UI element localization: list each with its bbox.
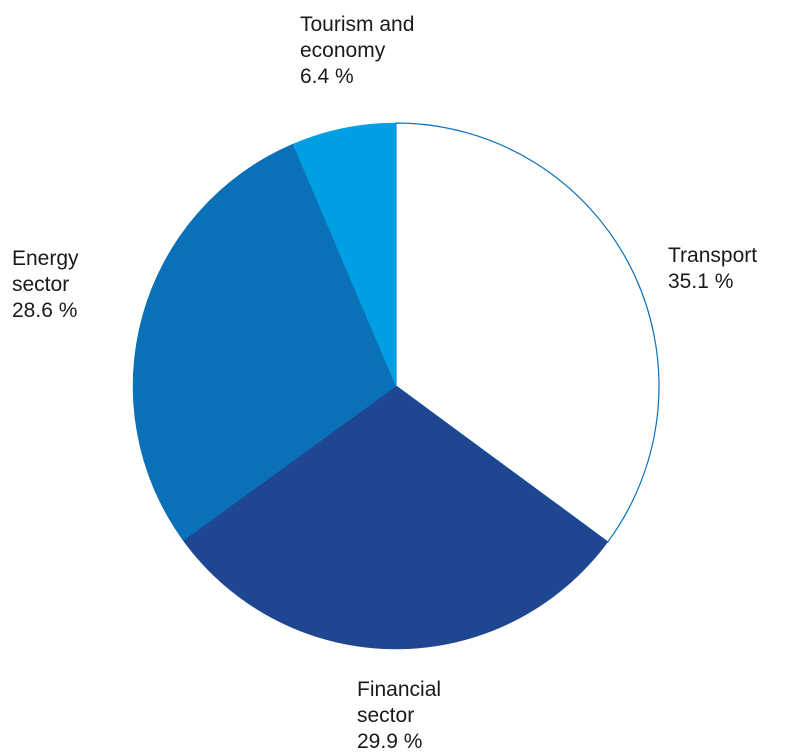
category-label: Tourism and economy [300,13,415,62]
category-label: Transport [668,244,758,267]
slice-label: Financial sector 29.9 % [357,677,469,755]
slice-label: Transport 35.1 % [668,243,787,295]
pie-slice [395,122,660,543]
value-label: 6.4 % [300,65,354,88]
pie-slice [132,143,397,541]
value-label: 35.1 % [668,270,734,293]
slice-label: Energy sector 28.6 % [12,246,102,324]
value-label: 28.6 % [12,299,78,322]
category-label: Financial sector [357,678,442,727]
pie-slice [292,122,397,387]
pie-slice [182,385,609,650]
slice-label: Tourism and economy 6.4 % [300,12,460,90]
value-label: 29.9 % [357,730,423,753]
category-label: Energy sector [12,247,79,296]
